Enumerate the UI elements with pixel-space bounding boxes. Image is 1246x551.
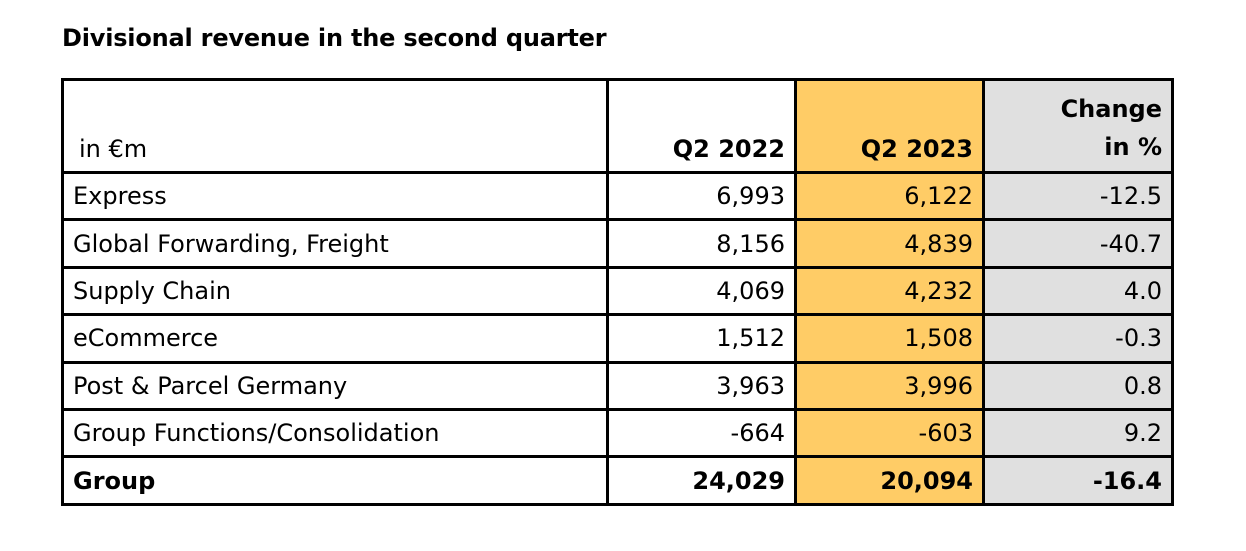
table-row: Post & Parcel Germany 3,963 3,996 0.8 xyxy=(61,360,1174,411)
cell-q2-2022: 3,963 xyxy=(606,360,797,411)
row-label: Group Functions/Consolidation xyxy=(61,407,609,459)
cell-change: 4.0 xyxy=(982,265,1174,317)
cell-q2-2022: 4,069 xyxy=(606,265,797,317)
table-row: Express 6,993 6,122 -12.5 xyxy=(61,170,1174,222)
page-title: Divisional revenue in the second quarter xyxy=(62,24,607,52)
cell-q2-2022: 8,156 xyxy=(606,218,797,269)
row-label: eCommerce xyxy=(61,313,609,364)
cell-q2-2023: -603 xyxy=(794,407,985,459)
row-label: Express xyxy=(61,170,609,222)
total-q2-2023: 20,094 xyxy=(794,455,985,506)
cell-q2-2023: 1,508 xyxy=(794,313,985,364)
cell-change: -0.3 xyxy=(982,313,1174,364)
header-q2-2022: Q2 2022 xyxy=(606,78,797,174)
cell-q2-2023: 3,996 xyxy=(794,360,985,411)
total-q2-2022: 24,029 xyxy=(606,455,797,506)
table-row: Global Forwarding, Freight 8,156 4,839 -… xyxy=(61,218,1174,269)
cell-q2-2023: 4,232 xyxy=(794,265,985,317)
table-row: eCommerce 1,512 1,508 -0.3 xyxy=(61,313,1174,364)
cell-q2-2022: -664 xyxy=(606,407,797,459)
cell-change: 9.2 xyxy=(982,407,1174,459)
row-label: Post & Parcel Germany xyxy=(61,360,609,411)
cell-q2-2023: 6,122 xyxy=(794,170,985,222)
header-q2-2023: Q2 2023 xyxy=(794,78,985,174)
total-change: -16.4 xyxy=(982,455,1174,506)
header-change-line2: in % xyxy=(1104,133,1162,161)
header-change-line1: Change xyxy=(1060,95,1162,123)
header-unit: in €m xyxy=(61,78,609,174)
table-header-row: in €m Q2 2022 Q2 2023 Change in % xyxy=(61,78,1174,174)
table-total-row: Group 24,029 20,094 -16.4 xyxy=(61,455,1174,506)
cell-q2-2023: 4,839 xyxy=(794,218,985,269)
cell-q2-2022: 1,512 xyxy=(606,313,797,364)
cell-change: -40.7 xyxy=(982,218,1174,269)
cell-change: 0.8 xyxy=(982,360,1174,411)
table-row: Group Functions/Consolidation -664 -603 … xyxy=(61,407,1174,459)
header-change: Change in % xyxy=(982,78,1174,174)
cell-change: -12.5 xyxy=(982,170,1174,222)
divisional-revenue-table: in €m Q2 2022 Q2 2023 Change in % Expres… xyxy=(61,78,1174,506)
cell-q2-2022: 6,993 xyxy=(606,170,797,222)
row-label: Supply Chain xyxy=(61,265,609,317)
row-label: Global Forwarding, Freight xyxy=(61,218,609,269)
table-row: Supply Chain 4,069 4,232 4.0 xyxy=(61,265,1174,317)
total-label: Group xyxy=(61,455,609,506)
